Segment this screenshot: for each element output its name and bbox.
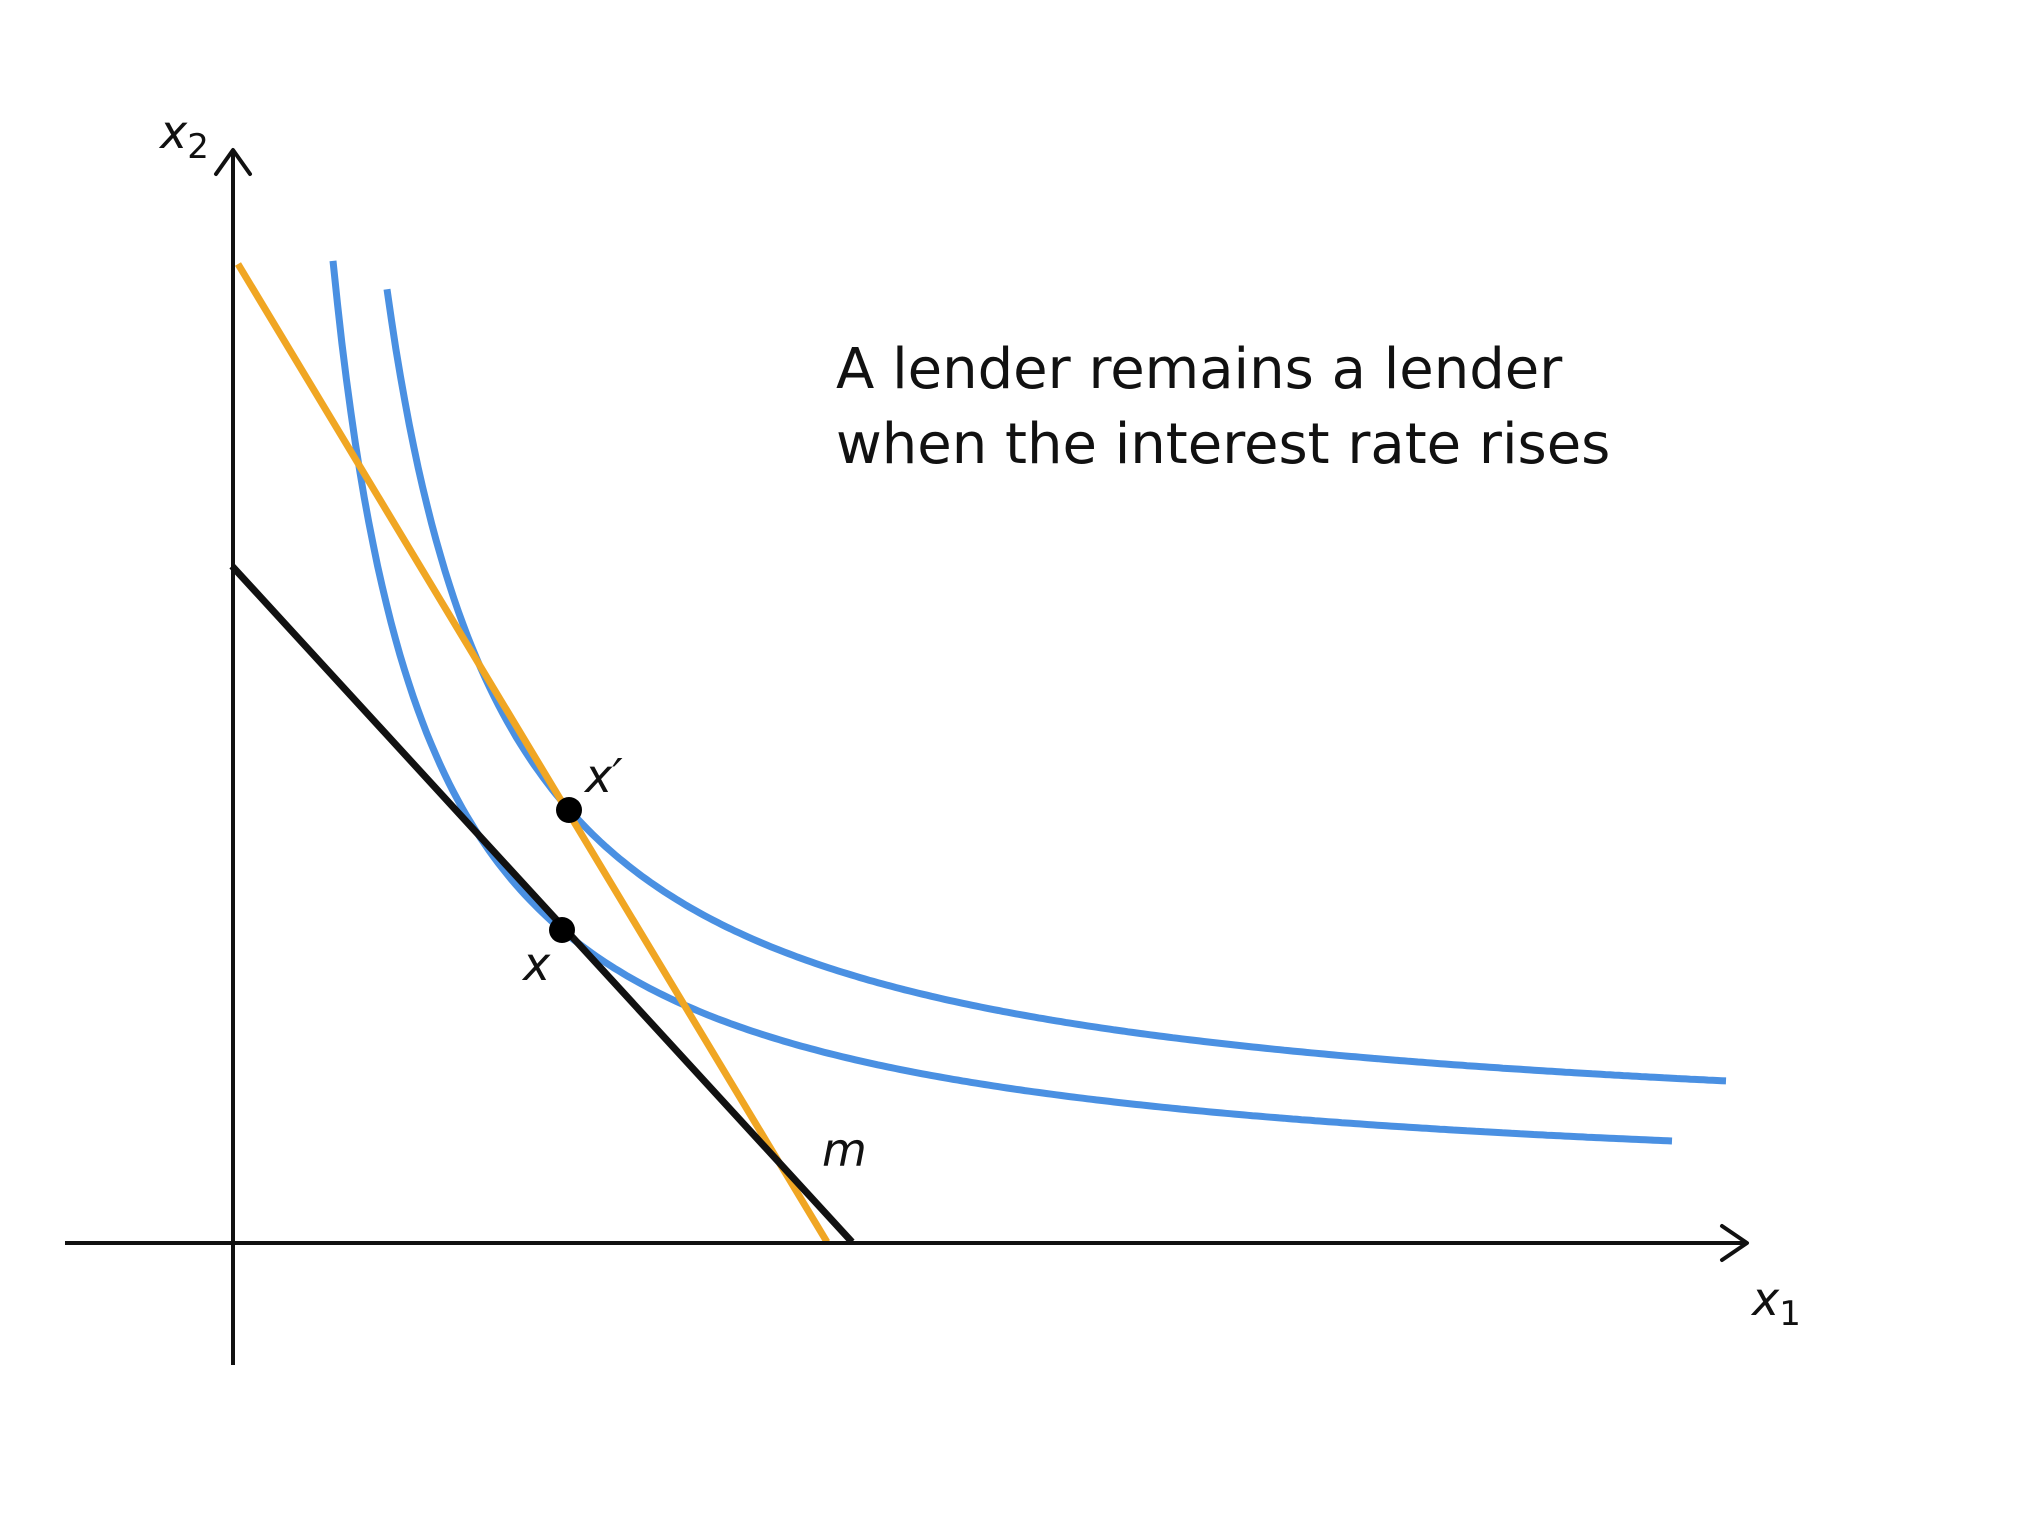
caption-line-2: when the interest rate rises [836,412,1610,477]
point-x [549,917,575,943]
original-budget-line [229,563,855,1245]
y-axis-label-subscript: 2 [187,127,209,167]
point-x-prime-label: x′ [583,749,623,803]
x-axis-label: x1 [1750,1272,1801,1334]
y-axis-arrowhead [214,148,252,176]
caption: A lender remains a lender when the inter… [836,337,1610,477]
point-x-label: x [521,937,551,991]
x-axis-label-subscript: 1 [1779,1294,1801,1334]
axes [65,148,1749,1365]
x-axis-label-letter: x [1750,1272,1780,1326]
point-x-prime [556,797,582,823]
new-budget-line [235,262,830,1244]
caption-line-1: A lender remains a lender [836,337,1563,402]
y-axis-label: x2 [158,105,209,167]
y-axis-label-letter: x [158,105,188,159]
x-axis-arrowhead [1720,1224,1749,1262]
indifference-curve-high [383,288,1727,1085]
endowment-label-m: m [822,1123,867,1177]
